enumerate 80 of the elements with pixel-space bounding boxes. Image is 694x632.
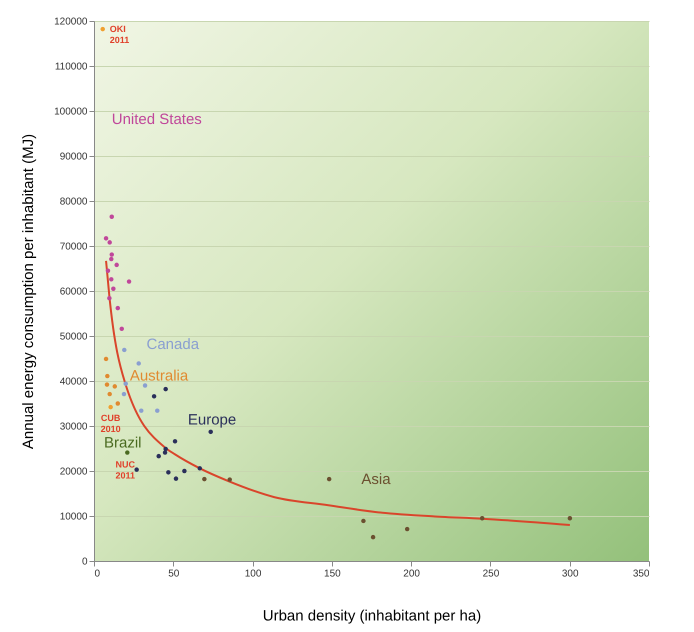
point	[116, 306, 120, 310]
y-tick-label: 90000	[60, 152, 88, 162]
y-tick-label: 20000	[60, 466, 88, 478]
y-tick-label: 110000	[54, 62, 88, 72]
y-tick-label: 60000	[60, 286, 88, 298]
point	[105, 374, 110, 378]
point	[172, 439, 178, 444]
point	[370, 534, 376, 540]
point	[568, 516, 572, 520]
x-tick-label: 100	[244, 568, 262, 580]
y-tick-label: 50000	[60, 332, 88, 342]
point	[123, 381, 128, 386]
annotation: CUB 2010	[100, 413, 121, 434]
point	[112, 384, 118, 389]
point	[156, 454, 161, 458]
y-axis-title: Annual energy consumption per inhabitant (MJ)	[20, 134, 38, 450]
point	[104, 236, 108, 241]
point	[110, 214, 114, 219]
series-label: Europe	[188, 412, 236, 429]
point	[152, 394, 156, 399]
x-tick-label: 200	[403, 568, 420, 580]
point	[122, 392, 126, 396]
point	[198, 466, 202, 471]
point	[125, 450, 130, 455]
y-tick-label: 120000	[54, 16, 88, 28]
x-tick-label: 250	[482, 568, 500, 580]
point	[163, 386, 168, 392]
point	[404, 526, 410, 532]
point	[326, 476, 332, 482]
x-axis-title: Urban density (inhabitant per ha)	[262, 608, 482, 624]
point	[166, 470, 171, 475]
point	[126, 279, 132, 284]
y-tick-label: 0	[82, 556, 88, 568]
point	[361, 518, 366, 524]
y-tick-label: 80000	[60, 196, 88, 208]
point	[107, 392, 112, 396]
series-label: Brazil	[104, 434, 142, 452]
point	[108, 404, 113, 410]
y-tick-label: 70000	[60, 242, 88, 252]
point	[155, 408, 160, 413]
series-label: Asia	[361, 471, 392, 488]
x-tick-label: 0	[94, 568, 100, 580]
point	[162, 450, 168, 455]
point	[114, 262, 119, 268]
annotation: OKI 2011	[110, 24, 130, 46]
point	[136, 361, 141, 366]
point	[107, 296, 112, 300]
point	[107, 240, 112, 245]
y-tick-label: 30000	[60, 422, 88, 432]
point	[104, 382, 110, 387]
point	[109, 256, 114, 262]
point	[182, 468, 187, 474]
x-tick-label: 50	[168, 568, 180, 580]
point	[116, 401, 120, 406]
point	[202, 476, 207, 482]
point	[134, 467, 139, 472]
y-tick-label: 100000	[54, 106, 88, 118]
point	[106, 268, 110, 273]
point	[228, 477, 232, 482]
point	[109, 277, 114, 282]
point	[208, 430, 213, 434]
x-tick-label: 350	[632, 568, 650, 580]
point	[111, 286, 116, 291]
series-label: Canada	[146, 336, 200, 354]
point	[139, 408, 144, 413]
x-tick-label: 150	[324, 568, 342, 580]
y-tick-label: 10000	[60, 512, 88, 522]
point	[480, 516, 484, 520]
series-label: Australia	[130, 368, 189, 385]
point	[100, 26, 105, 32]
x-tick-label: 300	[562, 568, 579, 580]
point	[122, 348, 127, 352]
point	[174, 476, 178, 481]
point	[120, 326, 124, 332]
text: United States	[112, 111, 202, 128]
point	[104, 356, 108, 362]
point	[142, 383, 148, 388]
point	[110, 252, 114, 257]
y-tick-label: 40000	[60, 376, 88, 388]
annotation: NUC 2011	[116, 460, 136, 481]
